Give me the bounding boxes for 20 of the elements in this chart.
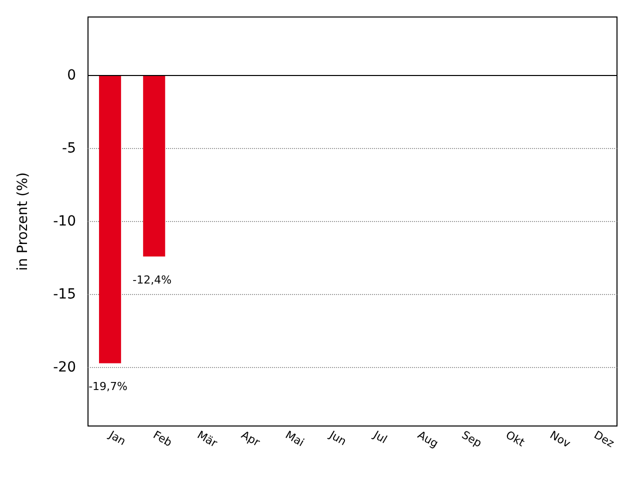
- x-tick-label: Aug: [415, 428, 440, 450]
- data-label: -19,7%: [88, 380, 128, 394]
- x-tick-label: Apr: [239, 428, 262, 450]
- x-tick-label: Feb: [150, 428, 174, 450]
- x-tick-label: Dez: [592, 428, 617, 450]
- x-tick-label: Okt: [504, 428, 528, 450]
- x-tick-label: Nov: [548, 428, 574, 451]
- y-tick-label: 0: [67, 67, 76, 84]
- y-tick-label: -5: [62, 140, 76, 156]
- x-tick-label: Mär: [194, 428, 220, 450]
- x-tick-label: Jan: [106, 428, 128, 448]
- x-tick-label: Sep: [459, 428, 484, 450]
- x-tick-label: Jul: [370, 428, 390, 446]
- x-tick-label: Jun: [326, 428, 349, 448]
- y-tick-label: -20: [53, 360, 76, 376]
- y-tick-label: -10: [53, 214, 76, 230]
- y-axis-title: in Prozent (%): [15, 172, 31, 271]
- y-tick-label: -15: [53, 286, 76, 303]
- data-label: -12,4%: [132, 274, 172, 287]
- x-tick-label: Mai: [283, 428, 306, 450]
